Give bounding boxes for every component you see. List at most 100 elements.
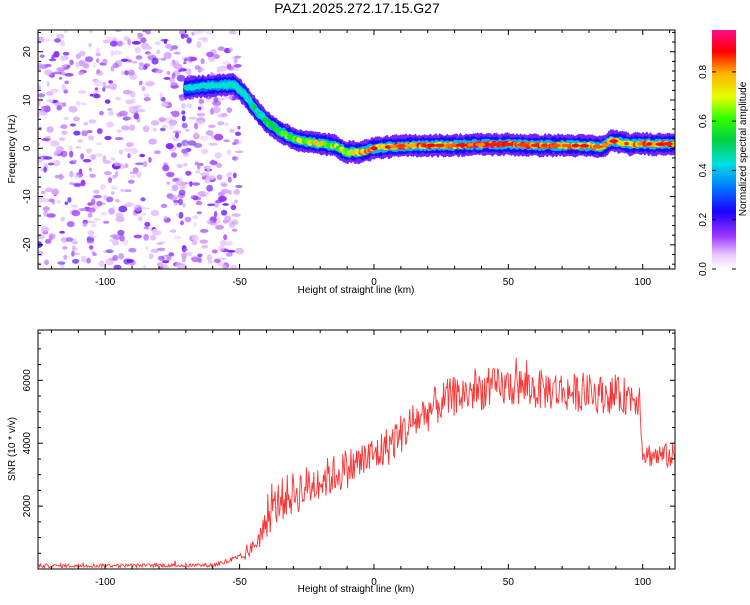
noise-blob [113,264,122,269]
noise-blob [66,64,71,69]
noise-blob [155,49,161,55]
noise-blob [183,248,188,252]
noise-blob [146,81,156,87]
signal-peak [485,142,490,147]
noise-blob [232,172,237,179]
noise-blob [48,58,57,62]
noise-blob [89,235,97,239]
noise-blob [72,241,79,244]
noise-blob [66,221,75,228]
noise-blob [212,100,222,107]
noise-blob [217,46,225,51]
noise-blob [40,226,50,233]
noise-blob [130,147,138,155]
noise-blob [121,125,130,131]
noise-blob [110,49,114,57]
noise-blob [156,262,164,267]
noise-blob [178,211,184,219]
noise-blob [171,72,176,79]
noise-blob [118,149,123,154]
noise-blob [148,253,154,260]
snr-xtick-label: -100 [95,577,115,588]
noise-blob [226,149,232,155]
noise-blob [40,105,47,111]
noise-blob [38,63,43,70]
noise-blob [163,216,168,220]
noise-blob [79,50,86,57]
noise-blob [227,250,236,253]
noise-blob [61,84,66,91]
noise-blob [59,40,65,47]
snr-xtick-label: -50 [232,577,247,588]
noise-blob [171,45,179,50]
signal-peak [662,142,673,146]
noise-blob [112,234,122,240]
noise-blob [173,63,183,70]
noise-blob [133,105,140,110]
signal-peak [637,141,643,146]
noise-blob [218,257,227,261]
noise-blob [65,237,74,242]
noise-blob [220,239,227,247]
noise-blob [150,209,160,217]
noise-blob [170,152,177,158]
noise-blob [87,212,93,218]
noise-blob [38,142,41,147]
noise-blob [201,244,209,249]
noise-blob [102,87,106,92]
noise-blob [93,217,100,222]
noise-blob [87,202,93,206]
noise-blob [146,53,153,57]
noise-blob [75,100,81,106]
noise-blob [86,220,95,224]
noise-blob [140,197,146,202]
noise-blob [185,251,193,256]
noise-blob [115,198,120,203]
noise-blob [106,121,114,128]
noise-blob [200,58,205,65]
noise-blob [95,142,103,146]
noise-blob [156,247,166,251]
noise-blob [150,120,160,126]
noise-blob [123,89,132,95]
noise-blob [193,131,199,139]
noise-blob [186,103,193,109]
noise-blob [53,142,60,146]
noise-blob [143,97,151,102]
noise-blob [69,59,74,66]
noise-blob [56,104,62,111]
snr-ytick-label: 6000 [22,369,33,392]
noise-blob [43,207,49,212]
noise-blob [38,196,45,203]
noise-blob [180,67,184,71]
noise-blob [141,85,146,92]
noise-blob [68,105,78,113]
noise-blob [140,37,147,44]
noise-blob [233,189,241,195]
noise-blob [86,240,95,244]
noise-blob [150,248,159,253]
noise-blob [206,184,214,192]
noise-blob [164,43,173,49]
noise-blob [102,58,108,64]
noise-blob [43,166,47,173]
signal-peak [579,144,590,148]
noise-blob [234,55,242,59]
noise-blob [102,160,112,164]
noise-blob [150,234,157,241]
noise-blob [59,230,65,234]
noise-blob [83,121,89,126]
spectrogram-xlabel: Height of straight line (km) [298,285,415,296]
noise-blob [47,162,55,166]
noise-blob [232,68,240,72]
noise-blob [99,184,106,191]
noise-blob [61,124,68,130]
spectrogram-xtick-label: 50 [503,277,515,288]
noise-blob [61,102,67,107]
noise-blob [50,88,60,93]
noise-blob [80,153,84,160]
noise-blob [234,150,244,154]
noise-blob [214,133,224,141]
noise-blob [64,73,74,77]
